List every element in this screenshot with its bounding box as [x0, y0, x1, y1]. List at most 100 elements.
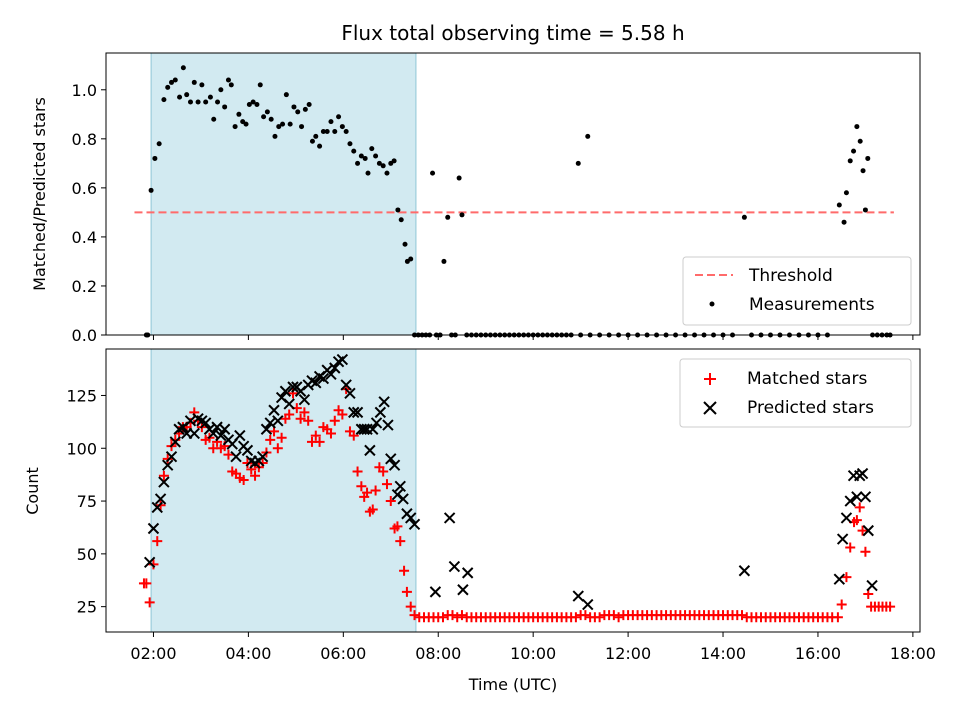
predicted-star-point — [218, 423, 231, 435]
top-y-tick-label: 0.8 — [72, 130, 97, 149]
predicted-star-point — [161, 459, 174, 471]
predicted-star-point — [279, 385, 292, 397]
measurements-legend-label: Measurements — [749, 295, 875, 315]
measurement-point — [309, 138, 315, 144]
threshold-legend-label: Threshold — [748, 266, 833, 286]
predicted-star-point — [448, 560, 461, 573]
measurement-point — [347, 141, 353, 147]
measurement-point — [575, 160, 581, 166]
top-legend: Threshold Measurements — [682, 256, 912, 326]
predicted-star-point — [844, 495, 856, 507]
measurement-point — [187, 99, 193, 105]
bottom-y-tick-label: 75 — [77, 492, 97, 511]
predicted-star-point — [199, 417, 212, 429]
predicted-star-point — [230, 451, 242, 463]
measurement-point — [177, 94, 183, 100]
matched-star-point — [152, 536, 163, 547]
measurement-point — [261, 114, 267, 120]
measurement-point — [343, 128, 349, 134]
bottom-y-tick-label: 50 — [77, 545, 97, 564]
measurement-point — [199, 82, 205, 88]
predicted-star-point — [154, 493, 167, 505]
predicted-star-point — [241, 444, 254, 457]
bottom-y-axis-label: Count — [23, 467, 42, 515]
measurement-point — [395, 207, 401, 213]
measurement-point — [161, 97, 167, 103]
matched-star-point — [295, 413, 306, 424]
predicted-star-point — [836, 533, 849, 545]
predicted-star-point — [859, 491, 872, 503]
measurement-point — [841, 219, 847, 225]
bottom-axes-frame — [105, 348, 921, 633]
bottom-x-axis-ticks: 02:00 04:00 06:00 08:00 10:00 12:00 14:00 16:00… — [130, 632, 936, 663]
measurements-layer — [143, 65, 893, 338]
matched-star-point — [845, 542, 856, 553]
matched-star-point — [447, 610, 458, 621]
measurement-point — [272, 133, 278, 139]
predicted-star-point — [298, 393, 311, 406]
measurement-point — [741, 214, 747, 220]
measurement-point — [320, 128, 326, 134]
predicted-star-point — [405, 512, 417, 524]
predicted-legend-label: Predicted stars — [747, 398, 874, 418]
predicted-star-point — [147, 522, 160, 535]
measurement-point — [336, 114, 342, 120]
measurement-point — [441, 258, 447, 264]
matched-star-point — [141, 578, 152, 589]
predicted-star-point — [268, 404, 280, 416]
measurements-legend-swatch — [709, 301, 715, 307]
top-y-tick-label: 0.0 — [72, 326, 97, 345]
predicted-star-point — [429, 586, 442, 598]
matched-star-point — [356, 481, 367, 492]
measurement-point — [243, 121, 249, 127]
matched-star-point — [392, 521, 403, 532]
measurement-point — [152, 155, 158, 161]
predicted-star-point — [287, 381, 299, 393]
x-tick-label: 10:00 — [510, 644, 556, 663]
top-y-tick-label: 1.0 — [72, 81, 97, 100]
matched-star-point — [314, 436, 325, 447]
x-tick-label: 16:00 — [795, 644, 841, 663]
predicted-star-point — [738, 565, 751, 577]
matched-star-point — [841, 572, 852, 583]
matched-star-point — [608, 610, 619, 621]
x-tick-label: 14:00 — [700, 644, 746, 663]
measurement-point — [355, 160, 361, 166]
measurement-point — [843, 190, 849, 196]
predicted-star-point — [385, 453, 397, 465]
measurement-point — [287, 121, 293, 127]
measurement-point — [299, 124, 305, 130]
measurement-point — [246, 101, 252, 107]
predicted-star-point — [457, 584, 469, 596]
measurement-point — [317, 143, 323, 149]
matched-star-point — [854, 502, 865, 513]
matched-star-point — [836, 599, 847, 610]
measurement-point — [268, 116, 274, 122]
measurement-point — [365, 170, 371, 176]
predicted-star-point — [283, 398, 295, 410]
predicted-star-point — [851, 491, 863, 503]
measurement-point — [250, 99, 256, 105]
predicted-star-point — [394, 480, 406, 492]
predicted-star-point — [866, 579, 878, 592]
predicted-star-point — [344, 387, 356, 400]
measurement-point — [232, 124, 238, 130]
measurement-point — [264, 109, 270, 115]
matched-legend-swatch — [704, 373, 716, 385]
measurement-point — [854, 124, 860, 130]
measurement-point — [211, 116, 217, 122]
measurement-point — [332, 128, 338, 134]
matched-star-point — [395, 536, 406, 547]
measurement-point — [168, 79, 174, 85]
top-x-axis-ticks — [152, 335, 914, 340]
x-tick-label: 18:00 — [890, 644, 936, 663]
matched-star-point — [885, 601, 896, 612]
measurement-point — [195, 99, 201, 105]
predicted-star-point — [188, 427, 200, 440]
matched-star-point — [570, 612, 581, 623]
matched-star-point — [860, 546, 871, 557]
measurement-point — [156, 141, 162, 147]
predicted-star-point — [388, 459, 401, 471]
measurement-point — [207, 94, 213, 100]
